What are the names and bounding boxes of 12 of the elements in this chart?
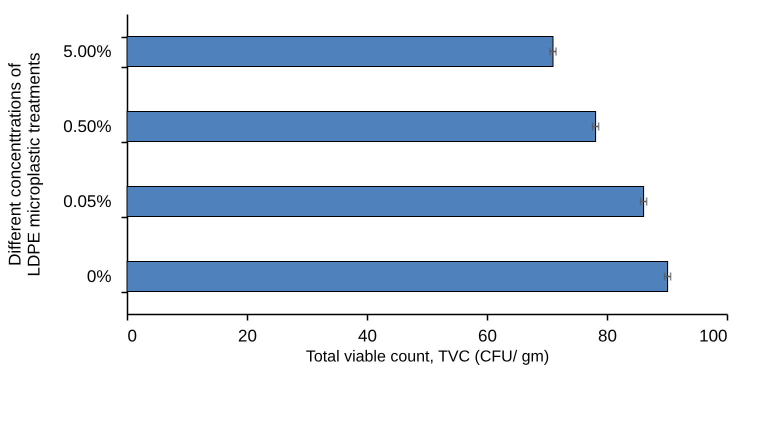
x-tick-label: 80 bbox=[598, 326, 617, 346]
x-axis-title: Total viable count, TVC (CFU/ gm) bbox=[306, 348, 550, 366]
x-tick-label: 100 bbox=[699, 326, 728, 346]
x-tick-label: 60 bbox=[478, 326, 497, 346]
x-tick-label: 0 bbox=[128, 326, 137, 346]
y-tick-label: 0% bbox=[86, 267, 112, 286]
y-tick-label: 5.00% bbox=[63, 42, 112, 61]
y-tick-label: 0.50% bbox=[63, 117, 112, 136]
y-tick-label: 0.05% bbox=[63, 192, 112, 211]
x-tick-label: 40 bbox=[358, 326, 377, 346]
x-tick-label: 20 bbox=[238, 326, 257, 346]
y-axis-title: Different concenttrations of LDPE microplastic treatments bbox=[5, 52, 44, 276]
